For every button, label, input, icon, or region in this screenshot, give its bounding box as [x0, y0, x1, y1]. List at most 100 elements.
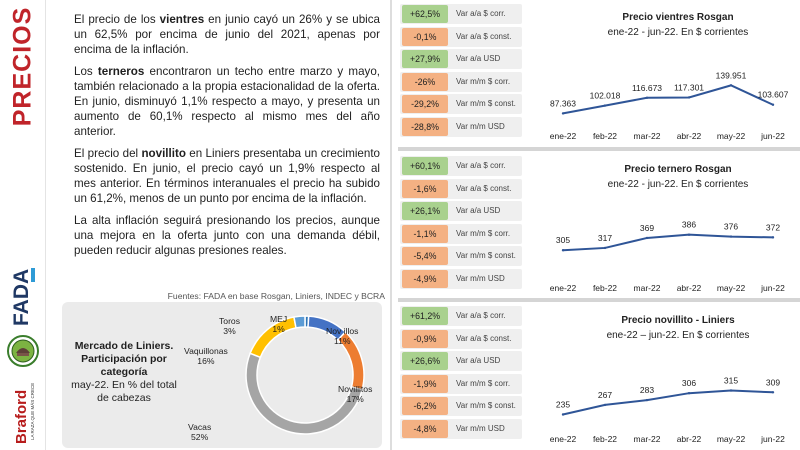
stat-value: -4,9%	[402, 269, 448, 288]
fada-logo: FADA	[10, 268, 35, 326]
stat-value: -0,9%	[402, 329, 448, 348]
stat-badge: +26,1% Var a/a USD	[400, 201, 522, 221]
stat-label: Var a/a USD	[456, 54, 501, 63]
data-label: 139.951	[716, 70, 747, 80]
data-point	[561, 413, 565, 416]
stat-value: -1,9%	[402, 374, 448, 393]
stat-badge: -29,2% Var m/m $ const.	[400, 94, 522, 114]
chart-subtitle: ene-22 – jun-22. En $ corrientes	[607, 330, 750, 341]
data-label: 102.018	[590, 91, 621, 101]
x-tick-label: abr-22	[677, 434, 702, 444]
donut-panel: Mercado de Liniers. Participación por ca…	[62, 302, 382, 448]
stat-value: -28,8%	[402, 117, 448, 136]
stat-badge: -1,1% Var m/m $ corr.	[400, 223, 522, 244]
sidebar: PRECIOS FADA Braford LA RAZA QUE MÁS CRE…	[0, 0, 46, 450]
x-tick-label: may-22	[717, 131, 746, 141]
data-point	[729, 389, 733, 392]
data-point	[771, 103, 775, 106]
donut-label-mej: MEJ 1%	[270, 314, 288, 334]
x-tick-label: ene-22	[550, 283, 577, 293]
x-tick-label: may-22	[717, 434, 746, 444]
stat-badge: +62,5% Var a/a $ corr.	[400, 4, 522, 24]
stat-label: Var a/a $ const.	[456, 333, 512, 343]
stat-label: Var m/m $ corr.	[456, 228, 511, 238]
stat-label: Var m/m USD	[456, 121, 505, 131]
x-tick-label: abr-22	[677, 283, 702, 293]
stat-value: +62,5%	[402, 5, 448, 23]
data-label: 369	[640, 223, 654, 233]
data-label: 116.673	[632, 83, 662, 93]
x-tick-label: feb-22	[593, 131, 617, 141]
x-tick-label: mar-22	[634, 283, 661, 293]
data-label: 309	[766, 377, 780, 387]
x-tick-label: abr-22	[677, 131, 702, 141]
stat-badge: -0,9% Var a/a $ const.	[400, 328, 522, 349]
data-label: 376	[724, 222, 738, 232]
stat-badge: -26% Var m/m $ corr.	[400, 71, 522, 92]
stat-label: Var a/a $ corr.	[456, 161, 506, 170]
data-label: 305	[556, 235, 570, 245]
x-tick-label: mar-22	[634, 131, 661, 141]
x-tick-label: feb-22	[593, 283, 617, 293]
stat-badge: +27,9% Var a/a USD	[400, 49, 522, 69]
data-point	[645, 236, 649, 240]
data-label: 386	[682, 220, 696, 230]
analysis-text: El precio de los vientres en junio cayó …	[74, 12, 380, 265]
stat-label: Var m/m $ const.	[456, 401, 516, 410]
section-divider-2	[398, 298, 800, 302]
stat-label: Var a/a $ corr.	[456, 9, 506, 18]
data-point	[729, 235, 733, 238]
stat-value: -4,8%	[402, 419, 448, 438]
x-tick-label: jun-22	[760, 434, 785, 444]
donut-slice-toros	[293, 315, 306, 329]
stat-label: Var m/m USD	[456, 423, 505, 433]
stat-value: -0,1%	[402, 27, 448, 46]
stat-badge: -5,4% Var m/m $ const.	[400, 246, 522, 266]
chart-vientres: Precio vientres Rosgan ene-22 - jun-22. E…	[550, 12, 789, 141]
stat-value: -26%	[402, 72, 448, 91]
stat-badge: -4,8% Var m/m USD	[400, 418, 522, 439]
paragraph-vientres: El precio de los vientres en junio cayó …	[74, 13, 380, 56]
stat-label: Var a/a USD	[456, 356, 501, 365]
stat-value: +27,9%	[402, 50, 448, 68]
data-point	[771, 391, 775, 394]
stat-label: Var a/a $ const.	[456, 183, 512, 193]
data-label: 372	[766, 222, 780, 232]
data-label: 87.363	[550, 98, 576, 108]
association-seal-icon	[7, 335, 39, 367]
chart-subtitle: ene-22 - jun-22. En $ corrientes	[608, 27, 749, 38]
data-point	[687, 96, 691, 99]
stat-value: +60,1%	[402, 157, 448, 175]
stat-value: -5,4%	[402, 247, 448, 265]
data-label: 283	[640, 385, 654, 395]
data-label: 235	[556, 400, 570, 410]
braford-logo-text: Braford	[13, 390, 30, 444]
data-point	[603, 403, 607, 407]
donut-title: Mercado de Liniers. Participación por ca…	[70, 340, 178, 405]
x-tick-label: jun-22	[760, 131, 785, 141]
chart-ternero: Precio ternero Rosgan ene-22 - jun-22. En…	[550, 164, 785, 293]
data-point	[561, 112, 565, 115]
braford-logo-tagline: LA RAZA QUE MÁS CRECE	[29, 383, 35, 440]
stat-label: Var m/m $ corr.	[456, 76, 511, 86]
donut-title-rest: may-22. En % del total de cabezas	[71, 379, 177, 404]
data-point	[729, 84, 733, 87]
data-point	[561, 249, 565, 252]
donut-label-novillos: Nov illos 11%	[326, 326, 359, 346]
donut-label-vacas: Vacas 52%	[188, 422, 212, 442]
data-point	[603, 104, 607, 107]
donut-chart	[245, 315, 365, 435]
stat-label: Var m/m $ const.	[456, 251, 516, 260]
donut-label-toros: Toros 3%	[219, 316, 241, 336]
data-label: 117.301	[674, 82, 704, 92]
page-title: PRECIOS	[3, 6, 43, 126]
stat-label: Var m/m $ corr.	[456, 378, 511, 388]
data-label: 103.607	[758, 90, 789, 100]
stat-badge: -0,1% Var a/a $ const.	[400, 26, 522, 47]
donut-title-bold: Mercado de Liniers. Participación por ca…	[74, 340, 174, 378]
series-line	[562, 389, 774, 416]
x-tick-label: jun-22	[760, 283, 785, 293]
stat-label: Var a/a USD	[456, 206, 501, 215]
x-tick-label: mar-22	[634, 434, 661, 444]
data-label: 306	[682, 378, 696, 388]
